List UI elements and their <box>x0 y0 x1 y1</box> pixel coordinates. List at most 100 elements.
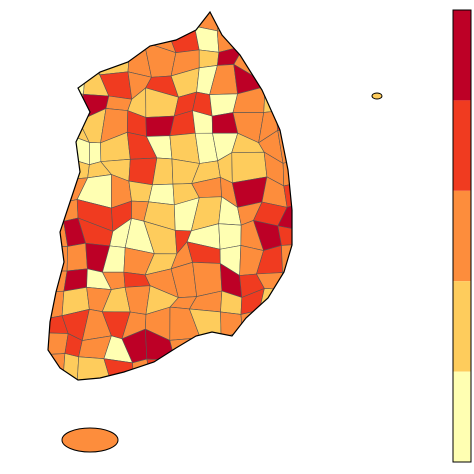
region <box>102 12 135 24</box>
region <box>298 264 332 294</box>
region <box>216 12 245 33</box>
region <box>281 309 308 340</box>
region <box>302 90 331 111</box>
region <box>77 12 108 24</box>
region <box>48 332 69 355</box>
region <box>62 428 118 452</box>
region <box>279 423 311 448</box>
region <box>259 379 289 406</box>
region <box>283 373 307 405</box>
region <box>101 22 135 51</box>
region <box>278 353 307 381</box>
region <box>62 353 79 386</box>
region <box>76 399 110 430</box>
region <box>192 261 223 297</box>
region <box>48 90 65 122</box>
region <box>231 417 264 443</box>
region <box>48 353 66 378</box>
region <box>297 156 328 184</box>
region <box>133 378 158 396</box>
region <box>48 131 63 163</box>
region <box>256 309 286 341</box>
region <box>101 393 135 425</box>
region <box>48 12 64 28</box>
region <box>210 417 239 440</box>
region <box>129 21 145 45</box>
region <box>48 375 64 400</box>
region <box>145 115 175 137</box>
jeju-outline <box>61 427 119 453</box>
region <box>302 286 332 315</box>
region <box>298 109 331 140</box>
region <box>237 399 265 431</box>
region <box>59 199 79 222</box>
region <box>298 202 330 231</box>
region <box>48 155 61 181</box>
region <box>48 22 64 50</box>
region <box>298 227 329 245</box>
region <box>262 424 284 448</box>
region <box>188 337 222 364</box>
region <box>218 223 242 250</box>
region <box>274 90 303 112</box>
region <box>129 12 145 24</box>
region <box>218 374 241 400</box>
region <box>60 20 92 46</box>
region <box>243 28 257 47</box>
region <box>281 286 306 315</box>
colorbar-band <box>453 371 471 462</box>
region <box>285 70 310 99</box>
region <box>59 399 87 429</box>
colorbar-band <box>453 190 471 282</box>
region <box>218 359 241 379</box>
colorbar <box>453 10 471 462</box>
region <box>48 116 65 134</box>
region <box>301 50 332 74</box>
region <box>297 174 330 204</box>
region <box>197 395 220 430</box>
region <box>263 86 287 113</box>
region <box>305 308 329 340</box>
region <box>231 329 266 361</box>
region <box>59 90 84 122</box>
region <box>252 42 288 77</box>
region <box>231 12 259 33</box>
region <box>263 401 289 431</box>
region <box>48 202 64 230</box>
region <box>299 21 332 55</box>
region <box>131 394 158 425</box>
region <box>286 50 310 74</box>
region <box>256 338 286 360</box>
region <box>191 417 223 449</box>
region <box>60 44 92 67</box>
region <box>299 12 334 25</box>
region <box>298 240 330 277</box>
region <box>59 376 87 408</box>
region <box>305 397 334 430</box>
region <box>198 49 220 69</box>
region <box>309 423 330 448</box>
colorbar-band <box>453 10 471 101</box>
colorbar-band <box>453 281 471 372</box>
region <box>169 132 200 164</box>
region <box>150 378 179 398</box>
colorbar-frame <box>452 9 472 463</box>
region <box>167 12 197 34</box>
region <box>277 225 302 246</box>
region <box>89 142 102 166</box>
region <box>48 64 69 94</box>
region <box>231 359 266 385</box>
region <box>210 395 239 430</box>
region <box>85 44 103 76</box>
region <box>143 12 172 34</box>
region <box>128 180 153 203</box>
region <box>284 12 306 23</box>
region <box>48 397 67 429</box>
region <box>278 401 310 425</box>
region <box>76 376 110 408</box>
region <box>238 377 265 406</box>
region <box>148 394 177 421</box>
regions <box>48 12 382 452</box>
region <box>142 417 179 450</box>
region <box>303 349 332 382</box>
